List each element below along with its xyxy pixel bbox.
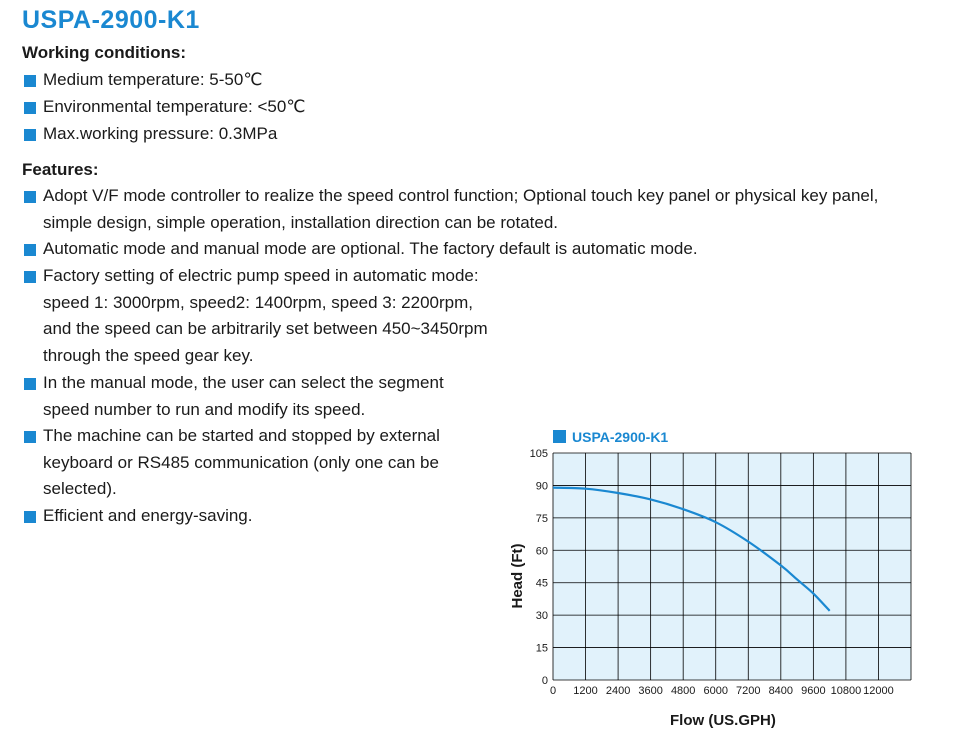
- list-item-text: Medium temperature: 5-50℃: [43, 70, 263, 89]
- legend-swatch: [553, 430, 566, 443]
- list-item: Max.working pressure: 0.3MPa: [22, 121, 277, 148]
- list-item-text: Adopt V/F mode controller to realize the…: [43, 186, 879, 232]
- list-item-text: Automatic mode and manual mode are optio…: [43, 239, 698, 258]
- y-tick-label: 60: [536, 545, 548, 557]
- working-conditions-heading: Working conditions:: [22, 43, 187, 62]
- list-item: Automatic mode and manual mode are optio…: [22, 236, 698, 263]
- square-bullet-icon: [24, 271, 36, 283]
- x-tick-label: 1200: [573, 685, 597, 697]
- square-bullet-icon: [24, 378, 36, 390]
- chart-legend: USPA-2900-K1: [553, 429, 668, 445]
- x-tick-label: 6000: [703, 685, 727, 697]
- list-item-text: The machine can be started and stopped b…: [43, 426, 440, 499]
- y-tick-label: 105: [530, 448, 548, 460]
- y-tick-label: 45: [536, 578, 548, 590]
- square-bullet-icon: [24, 75, 36, 87]
- plot-area: [553, 453, 911, 680]
- square-bullet-icon: [24, 244, 36, 256]
- list-item: Factory setting of electric pump speed i…: [22, 263, 488, 369]
- list-item: Medium temperature: 5-50℃: [22, 67, 262, 94]
- y-axis-label: Head (Ft): [509, 543, 526, 609]
- square-bullet-icon: [24, 129, 36, 141]
- list-item-text: Factory setting of electric pump speed i…: [43, 266, 488, 365]
- list-item: Efficient and energy-saving.: [22, 503, 252, 530]
- x-tick-label: 12000: [863, 685, 894, 697]
- x-tick-label: 8400: [769, 685, 793, 697]
- x-tick-label: 10800: [831, 685, 862, 697]
- square-bullet-icon: [24, 431, 36, 443]
- y-tick-label: 75: [536, 513, 548, 525]
- y-tick-label: 15: [536, 643, 548, 655]
- x-axis-label: Flow (US.GPH): [670, 712, 776, 729]
- x-tick-label: 2400: [606, 685, 630, 697]
- series-line: [552, 486, 831, 612]
- list-item-text: Efficient and energy-saving.: [43, 506, 253, 525]
- x-tick-label: 7200: [736, 685, 760, 697]
- square-bullet-icon: [24, 191, 36, 203]
- square-bullet-icon: [24, 102, 36, 114]
- list-item: Adopt V/F mode controller to realize the…: [22, 183, 878, 236]
- y-tick-label: 90: [536, 480, 548, 492]
- y-tick-label: 0: [542, 675, 548, 687]
- list-item-text: In the manual mode, the user can select …: [43, 373, 444, 419]
- x-tick-label: 3600: [638, 685, 662, 697]
- list-item-text: Max.working pressure: 0.3MPa: [43, 124, 278, 143]
- list-item-text: Environmental temperature: <50℃: [43, 97, 306, 116]
- y-tick-label: 30: [536, 610, 548, 622]
- features-heading: Features:: [22, 160, 99, 179]
- legend-label: USPA-2900-K1: [572, 429, 669, 445]
- x-tick-label: 0: [550, 685, 556, 697]
- list-item: The machine can be started and stopped b…: [22, 423, 440, 503]
- list-item: In the manual mode, the user can select …: [22, 370, 444, 423]
- page-title: USPA-2900-K1: [22, 6, 200, 34]
- list-item: Environmental temperature: <50℃: [22, 94, 305, 121]
- x-tick-label: 9600: [801, 685, 825, 697]
- square-bullet-icon: [24, 511, 36, 523]
- x-tick-label: 4800: [671, 685, 695, 697]
